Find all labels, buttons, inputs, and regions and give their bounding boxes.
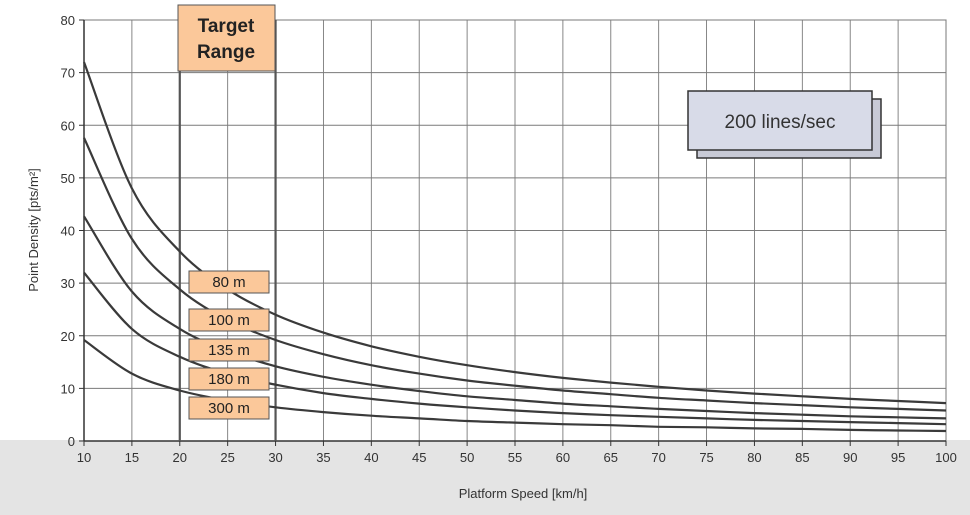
bottom-band xyxy=(0,440,970,515)
x-tick-label: 75 xyxy=(699,450,713,465)
target-range-label-line1: Target xyxy=(198,16,255,37)
curve-label-text: 100 m xyxy=(208,312,250,329)
x-tick-label: 30 xyxy=(268,450,282,465)
x-tick-label: 65 xyxy=(604,450,618,465)
target-range-lines xyxy=(178,20,277,441)
x-tick-label: 90 xyxy=(843,450,857,465)
x-axis-label: Platform Speed [km/h] xyxy=(459,486,588,501)
x-tick-label: 70 xyxy=(651,450,665,465)
x-tick-label: 40 xyxy=(364,450,378,465)
x-tick-label: 80 xyxy=(747,450,761,465)
curve-label-box xyxy=(188,367,270,391)
y-tick-labels: 0 10 20 30 40 50 60 70 80 xyxy=(61,13,84,449)
x-tick-labels: 10 15 20 25 30 35 40 45 50 55 60 65 70 75 80 85 90 95 100 xyxy=(77,441,957,465)
x-tick-label: 15 xyxy=(125,450,139,465)
y-tick-label: 40 xyxy=(61,224,75,239)
curve-label-box xyxy=(188,338,270,362)
y-tick-label: 20 xyxy=(61,329,75,344)
y-axis-label: Point Density [pts/m²] xyxy=(26,168,41,292)
curve-label-box xyxy=(188,308,270,332)
scan-rate-annotation: 200 lines/sec xyxy=(687,90,882,159)
x-tick-label: 10 xyxy=(77,450,91,465)
target-range-box-bg xyxy=(177,4,276,72)
y-tick-label: 30 xyxy=(61,276,75,291)
x-tick-label: 95 xyxy=(891,450,905,465)
curve-label-text: 135 m xyxy=(208,342,250,359)
y-tick-label: 0 xyxy=(68,434,75,449)
x-tick-label: 50 xyxy=(460,450,474,465)
target-range-label-line2: Range xyxy=(197,42,255,63)
x-tick-label: 35 xyxy=(316,450,330,465)
y-tick-label: 80 xyxy=(61,13,75,28)
x-tick-label: 60 xyxy=(556,450,570,465)
y-tick-label: 10 xyxy=(61,381,75,396)
y-tick-label: 70 xyxy=(61,66,75,81)
scan-rate-annotation-bg xyxy=(687,90,873,151)
curve-labels: 80 m 100 m 135 m 180 m 300 m xyxy=(188,270,270,420)
x-tick-label: 25 xyxy=(220,450,234,465)
curve-label-text: 300 m xyxy=(208,400,250,417)
curve-label-text: 180 m xyxy=(208,371,250,388)
x-tick-label: 20 xyxy=(173,450,187,465)
scan-rate-annotation-text: 200 lines/sec xyxy=(725,112,836,133)
x-tick-label: 100 xyxy=(935,450,957,465)
curve-label-box xyxy=(188,270,270,294)
curve-label-text: 80 m xyxy=(212,274,245,291)
y-tick-label: 60 xyxy=(61,118,75,133)
x-tick-label: 85 xyxy=(795,450,809,465)
x-tick-label: 55 xyxy=(508,450,522,465)
curve-label-box xyxy=(188,396,270,420)
y-tick-label: 50 xyxy=(61,171,75,186)
x-tick-label: 45 xyxy=(412,450,426,465)
target-range-box: Target Range xyxy=(177,4,276,72)
